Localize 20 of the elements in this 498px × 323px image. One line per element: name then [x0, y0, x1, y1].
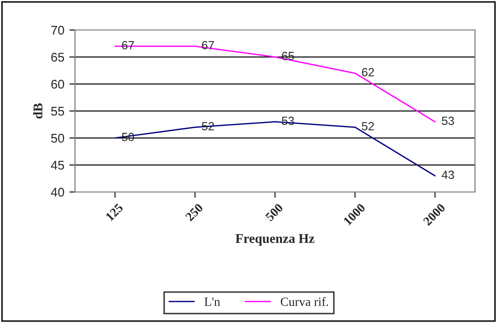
- legend-label: L'n: [204, 298, 220, 306]
- legend-label: Curva rif.: [280, 297, 328, 306]
- y-tick-label: 45: [50, 160, 64, 170]
- y-axis-title: dB: [33, 103, 42, 119]
- y-tick-label: 65: [51, 52, 64, 62]
- y-tick-label: 55: [51, 106, 64, 116]
- data-label: 50: [122, 132, 134, 142]
- x-tick-label: 125: [105, 203, 124, 222]
- data-label: 43: [442, 170, 454, 179]
- data-label: 67: [202, 41, 214, 50]
- data-label: 53: [442, 116, 454, 125]
- y-tick-label: 50: [51, 134, 64, 143]
- x-axis-title: Frequenza Hz: [236, 234, 314, 246]
- y-tick-label: 40: [50, 188, 64, 197]
- y-tick-label: 70: [51, 26, 64, 35]
- y-tick-label: 60: [51, 80, 64, 89]
- x-tick-label: 250: [184, 203, 204, 222]
- data-label: 52: [362, 122, 374, 130]
- x-tick-label: 500: [264, 203, 284, 222]
- data-label: 62: [362, 68, 374, 76]
